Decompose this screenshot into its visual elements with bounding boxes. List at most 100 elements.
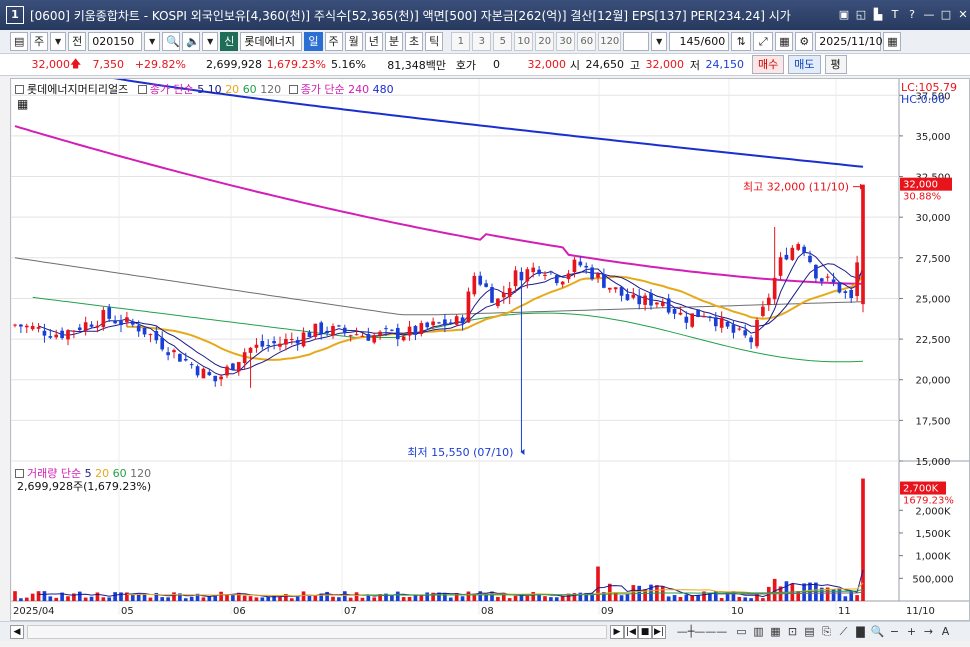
interval-120[interactable]: 120 (598, 32, 622, 51)
plus-icon[interactable]: + (906, 625, 917, 638)
interval-20[interactable]: 20 (535, 32, 555, 51)
date-input[interactable]: 2025/11/10 (815, 32, 883, 51)
current-price-tag-bg (900, 177, 952, 191)
interval-10[interactable]: 10 (514, 32, 534, 51)
volume-value-text: 2,699,928주(1,679.23%) (17, 480, 152, 493)
font-size-icon[interactable]: A (941, 625, 950, 638)
candle-body (861, 184, 865, 305)
buy-button[interactable]: 매수 (752, 55, 785, 74)
volume-bar (24, 597, 29, 601)
chart-type-icon[interactable]: ▤ (804, 625, 815, 638)
stop-icon[interactable]: ■ (638, 624, 652, 639)
scroll-track[interactable] (27, 624, 607, 639)
avg-button[interactable]: 평 (824, 55, 847, 74)
candle-body (602, 274, 606, 288)
link-icon[interactable]: ▣ (838, 8, 850, 21)
candle-body (89, 324, 94, 327)
chart-area[interactable]: 37,50035,00032,50030,00027,50025,00022,5… (10, 78, 970, 621)
tab-month[interactable]: 월 (344, 32, 363, 51)
arrow-right-icon[interactable]: → (923, 625, 934, 638)
restore-icon[interactable]: ◱ (855, 8, 867, 21)
pin-chart-icon[interactable]: ⊡ (787, 625, 798, 638)
count-input[interactable]: 145/600 (669, 32, 730, 51)
interval-60[interactable]: 60 (577, 32, 597, 51)
layout-icon[interactable]: ▤ (10, 32, 28, 51)
candle-body (136, 325, 141, 332)
ma60-line (32, 296, 864, 363)
zoom-slider-icon[interactable]: —┼——— (676, 625, 728, 638)
volume-collapse-icon[interactable] (15, 469, 24, 478)
last-icon[interactable]: ▶| (652, 624, 666, 639)
candle-body (24, 325, 29, 328)
interval-dropdown-icon[interactable]: ▼ (651, 32, 668, 51)
collapse-icon[interactable] (15, 85, 24, 94)
chart-canvas[interactable]: 37,50035,00032,50030,00027,50025,00022,5… (11, 79, 969, 620)
first-icon[interactable]: |◀ (624, 624, 638, 639)
bar-icon[interactable]: ▇ (856, 625, 865, 638)
type-select[interactable]: 주 (30, 32, 49, 51)
help-icon[interactable]: ? (909, 8, 915, 21)
code-dropdown-icon[interactable]: ▼ (144, 32, 161, 51)
indicator-icon[interactable]: ⇅ (731, 32, 752, 51)
interval-1[interactable]: 1 (451, 32, 471, 51)
sell-button[interactable]: 매도 (788, 55, 821, 74)
ma-long-toggle-icon[interactable] (288, 85, 298, 94)
candle-body (855, 262, 859, 296)
link-chart-icon[interactable]: ⎘ (822, 625, 831, 638)
tab-day[interactable]: 일 (304, 32, 323, 51)
tab-year[interactable]: 년 (364, 32, 383, 51)
font-icon[interactable]: T (891, 8, 899, 21)
all-button[interactable]: 전 (68, 32, 87, 51)
tool-icon[interactable]: ⤢ (753, 32, 774, 51)
interval-custom-input[interactable] (623, 32, 650, 51)
volume-bar (89, 596, 94, 601)
tab-second[interactable]: 초 (405, 32, 424, 51)
volume-bar (572, 593, 577, 601)
table-icon[interactable]: ▦ (17, 97, 29, 111)
hoga-label: 호가 (455, 58, 476, 72)
hoga-value: 0 (493, 58, 500, 71)
scroll-right-icon[interactable]: ▶ (610, 624, 624, 639)
gear-icon[interactable]: ⚙ (795, 32, 814, 51)
tab-week[interactable]: 주 (324, 32, 343, 51)
minimize-icon[interactable]: — (923, 8, 935, 21)
interval-3[interactable]: 3 (472, 32, 492, 51)
ma240-label: 240 (348, 83, 370, 96)
stock-code-input[interactable]: 020150 (88, 32, 143, 51)
interval-30[interactable]: 30 (556, 32, 576, 51)
candle-body (696, 309, 700, 317)
interval-5[interactable]: 5 (493, 32, 513, 51)
tab-minute[interactable]: 분 (384, 32, 403, 51)
ma-toggle-icon[interactable] (137, 85, 147, 94)
candle-body (231, 363, 235, 370)
pin-icon[interactable]: ▙ (873, 8, 883, 21)
volume-bar (113, 592, 117, 601)
trend-icon[interactable]: ⟋ (839, 625, 848, 638)
volume-bar (713, 591, 718, 601)
x-tick-label: 10 (731, 606, 744, 617)
ma-long-label: 종가 단순 (300, 83, 345, 96)
save-icon[interactable]: ▦ (775, 32, 794, 51)
split-icon[interactable]: ▥ (753, 625, 764, 638)
low-annotation: 최저 15,550 (07/10) (407, 446, 513, 459)
maximize-icon[interactable]: □ (940, 8, 952, 21)
volume-bar (861, 478, 865, 601)
candle-body (183, 358, 188, 361)
grid-icon[interactable]: ▦ (770, 625, 781, 638)
minus-icon[interactable]: − (889, 625, 900, 638)
chevron-down-icon[interactable]: ▼ (50, 32, 67, 51)
close-icon[interactable]: ✕ (958, 8, 968, 21)
fit-icon[interactable]: ▭ (736, 625, 747, 638)
sound-icon[interactable]: 🔈 (182, 32, 201, 51)
search-chart-icon[interactable]: 🔍 (870, 625, 885, 638)
tab-tick[interactable]: 틱 (425, 32, 444, 51)
volume-bar (678, 597, 683, 601)
candle-body (849, 289, 854, 299)
candle-body (384, 328, 388, 330)
search-icon[interactable]: 🔍 (162, 32, 181, 51)
candle-body (366, 333, 371, 341)
scroll-left-icon[interactable]: ◀ (10, 624, 24, 639)
calendar-icon[interactable]: ▦ (883, 32, 902, 51)
stock-name-field[interactable]: 롯데에너지 (240, 32, 303, 51)
sound-dropdown-icon[interactable]: ▼ (202, 32, 219, 51)
